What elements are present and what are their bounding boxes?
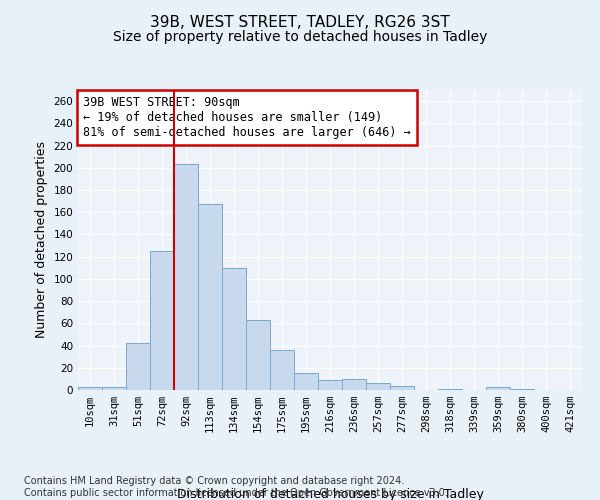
Text: Contains HM Land Registry data © Crown copyright and database right 2024.
Contai: Contains HM Land Registry data © Crown c… — [24, 476, 448, 498]
Bar — [486, 386, 510, 390]
Y-axis label: Number of detached properties: Number of detached properties — [35, 142, 48, 338]
Bar — [390, 386, 414, 390]
Bar — [78, 386, 102, 390]
Bar — [102, 386, 126, 390]
Bar — [222, 268, 246, 390]
Bar — [318, 380, 342, 390]
X-axis label: Distribution of detached houses by size in Tadley: Distribution of detached houses by size … — [176, 488, 484, 500]
Bar — [246, 320, 270, 390]
Text: 39B WEST STREET: 90sqm
← 19% of detached houses are smaller (149)
81% of semi-de: 39B WEST STREET: 90sqm ← 19% of detached… — [83, 96, 411, 139]
Bar — [150, 251, 174, 390]
Bar — [366, 384, 390, 390]
Text: Size of property relative to detached houses in Tadley: Size of property relative to detached ho… — [113, 30, 487, 44]
Bar — [174, 164, 198, 390]
Bar — [126, 344, 150, 390]
Bar — [342, 379, 366, 390]
Text: 39B, WEST STREET, TADLEY, RG26 3ST: 39B, WEST STREET, TADLEY, RG26 3ST — [150, 15, 450, 30]
Bar — [198, 204, 222, 390]
Bar — [510, 389, 534, 390]
Bar — [294, 374, 318, 390]
Bar — [270, 350, 294, 390]
Bar — [438, 389, 462, 390]
